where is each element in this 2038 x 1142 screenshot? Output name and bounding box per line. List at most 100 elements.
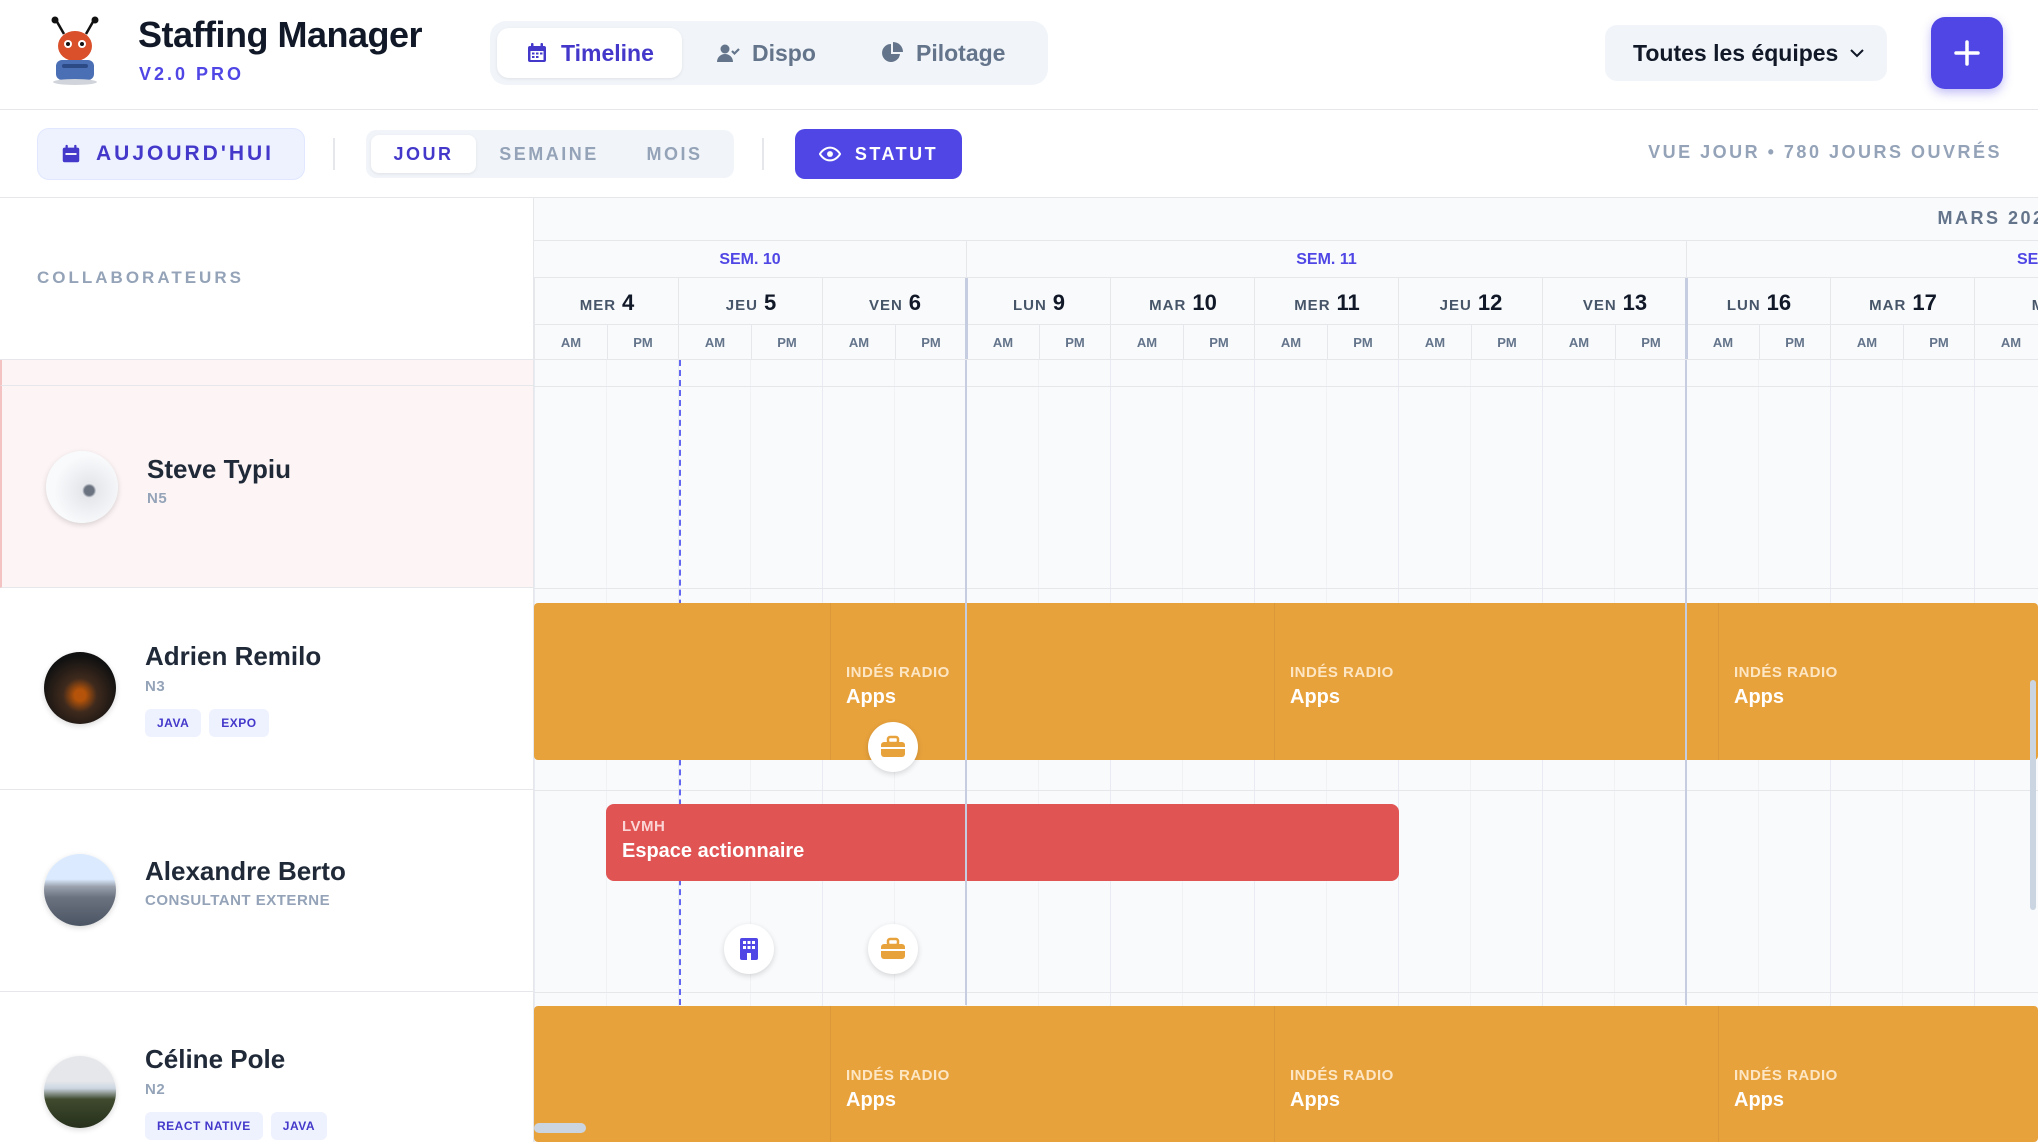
pm-label: PM bbox=[777, 335, 797, 350]
skill-tag: JAVA bbox=[270, 1112, 328, 1140]
person-name: Céline Pole bbox=[145, 1044, 286, 1074]
person-name: Adrien Remilo bbox=[145, 641, 322, 671]
day-of-week: MAR bbox=[1149, 297, 1187, 314]
skill-tags: JAVA EXPO bbox=[145, 709, 269, 737]
mission-project: Apps bbox=[1734, 1089, 1784, 1111]
team-filter-select[interactable]: Toutes les équipes bbox=[1605, 25, 1887, 81]
row-divider bbox=[534, 790, 2038, 791]
row-divider bbox=[534, 992, 2038, 993]
timeline-grid: INDÉS RADIO Apps INDÉS RADIO Apps INDÉS … bbox=[534, 360, 2038, 1142]
half-day-row: AM PM bbox=[1831, 324, 1975, 359]
ant-logo-icon[interactable] bbox=[40, 16, 110, 86]
status-button[interactable]: STATUT bbox=[795, 129, 962, 179]
collaborators-title: COLLABORATEURS bbox=[37, 268, 244, 287]
horizontal-scrollbar[interactable] bbox=[534, 1123, 586, 1133]
day-of-week: VEN bbox=[868, 297, 903, 314]
am-label: AM bbox=[1856, 335, 1878, 350]
tab-pilotage[interactable]: Pilotage bbox=[852, 28, 1033, 78]
week-row: SEM. 10 SEM. 11 SE bbox=[534, 240, 2038, 279]
row-divider bbox=[534, 588, 2038, 589]
day-of-week: JEU bbox=[725, 297, 758, 314]
add-button[interactable] bbox=[1931, 17, 2003, 89]
day-number: 5 bbox=[763, 290, 777, 315]
chevron-down-icon bbox=[1850, 49, 1864, 58]
day-number: 10 bbox=[1192, 290, 1217, 315]
am-label: AM bbox=[560, 335, 582, 350]
prospect-client: LVMH bbox=[622, 818, 666, 835]
pie-chart-icon bbox=[882, 42, 903, 62]
mission-pin[interactable] bbox=[868, 924, 918, 974]
tab-pilotage-label: Pilotage bbox=[916, 39, 1006, 66]
app-header: Staffing Manager V2.0 PRO Timeline Dispo… bbox=[0, 0, 2038, 110]
day-row: MER 4 AM PM JEU 5 AM PM VEN 6 AM PM LUN 9 AM PM MAR 10 AM P… bbox=[534, 278, 2038, 359]
prospect-project: Espace actionnaire bbox=[622, 840, 805, 862]
half-day-row: AM PM bbox=[1111, 324, 1255, 359]
day-of-week: JEU bbox=[1439, 297, 1472, 314]
month-label: MARS 2026 bbox=[1937, 208, 2038, 228]
day-of-week: ME bbox=[2032, 297, 2038, 314]
pm-label: PM bbox=[921, 335, 941, 350]
mission-project: Apps bbox=[1734, 686, 1784, 708]
day-label: LUN 9 bbox=[967, 290, 1111, 316]
person-row-steve[interactable]: Steve Typiu N5 bbox=[0, 386, 534, 588]
tab-dispo[interactable]: Dispo bbox=[688, 28, 844, 78]
mission-label[interactable]: INDÉS RADIO Apps bbox=[1718, 603, 2018, 760]
mission-label[interactable]: INDÉS RADIO Apps bbox=[1274, 603, 1574, 760]
day-header: MER 4 AM PM bbox=[534, 278, 679, 359]
week-divider bbox=[965, 360, 967, 1005]
mission-bar[interactable] bbox=[534, 603, 2038, 760]
mission-client: INDÉS RADIO bbox=[1734, 1067, 1838, 1084]
day-header: MAR 17 AM PM bbox=[1830, 278, 1975, 359]
team-filter-value: Toutes les équipes bbox=[1633, 39, 1839, 66]
mission-client: INDÉS RADIO bbox=[1734, 664, 1838, 681]
mission-client: INDÉS RADIO bbox=[846, 1067, 950, 1084]
today-label: AUJOURD'HUI bbox=[96, 142, 275, 165]
mission-label[interactable]: INDÉS RADIO Apps bbox=[830, 1006, 1130, 1142]
today-button[interactable]: AUJOURD'HUI bbox=[37, 128, 305, 180]
day-number: 12 bbox=[1477, 290, 1503, 315]
mission-bar[interactable] bbox=[534, 1006, 2038, 1142]
prospect-bar[interactable]: LVMH Espace actionnaire bbox=[606, 804, 1399, 881]
day-of-week: MAR bbox=[1869, 297, 1907, 314]
day-label: JEU 12 bbox=[1399, 290, 1543, 316]
half-day-row: AM PM bbox=[823, 324, 967, 359]
week-label: SE bbox=[1686, 241, 2038, 279]
mission-label[interactable]: INDÉS RADIO Apps bbox=[1718, 1006, 2018, 1142]
plus-icon bbox=[1954, 40, 1980, 66]
collaborators-header: COLLABORATEURS bbox=[0, 198, 534, 360]
office-pin[interactable] bbox=[724, 924, 774, 974]
avatar bbox=[46, 451, 118, 523]
person-level: CONSULTANT EXTERNE bbox=[145, 892, 331, 909]
am-label: AM bbox=[1424, 335, 1446, 350]
mission-pin[interactable] bbox=[868, 722, 918, 772]
day-of-week: LUN bbox=[1012, 297, 1047, 314]
period-month[interactable]: MOIS bbox=[646, 143, 703, 164]
half-day-row: AM PM bbox=[679, 324, 823, 359]
day-label: VEN 13 bbox=[1543, 290, 1687, 316]
day-header: VEN 13 AM PM bbox=[1542, 278, 1687, 359]
app-name: Staffing Manager bbox=[138, 14, 423, 55]
user-check-icon bbox=[717, 44, 740, 62]
view-info: VUE JOUR • 780 JOURS OUVRÉS bbox=[1648, 142, 2002, 162]
pm-label: PM bbox=[1929, 335, 1949, 350]
half-day-row: AM PM bbox=[1399, 324, 1543, 359]
day-label: MER 4 bbox=[535, 290, 679, 316]
day-header: JEU 12 AM PM bbox=[1398, 278, 1543, 359]
vertical-scrollbar[interactable] bbox=[2030, 680, 2036, 910]
period-day[interactable]: JOUR bbox=[371, 135, 476, 173]
person-row-alexandre[interactable]: Alexandre Berto CONSULTANT EXTERNE bbox=[0, 790, 534, 992]
pm-label: PM bbox=[1209, 335, 1229, 350]
tab-timeline[interactable]: Timeline bbox=[497, 28, 682, 78]
day-of-week: VEN bbox=[1582, 297, 1617, 314]
half-day-row: AM PM bbox=[967, 324, 1111, 359]
day-number: 11 bbox=[1336, 290, 1360, 315]
mission-label[interactable]: INDÉS RADIO Apps bbox=[1274, 1006, 1574, 1142]
mission-label[interactable]: INDÉS RADIO Apps bbox=[830, 603, 1130, 760]
period-week[interactable]: SEMAINE bbox=[499, 143, 599, 164]
week-label: SEM. 11 bbox=[966, 241, 1686, 279]
avatar bbox=[44, 652, 116, 724]
person-row-celine[interactable]: Céline Pole N2 REACT NATIVE JAVA bbox=[0, 992, 534, 1142]
person-row-adrien[interactable]: Adrien Remilo N3 JAVA EXPO bbox=[0, 588, 534, 790]
day-label: MER 11 bbox=[1255, 290, 1399, 316]
